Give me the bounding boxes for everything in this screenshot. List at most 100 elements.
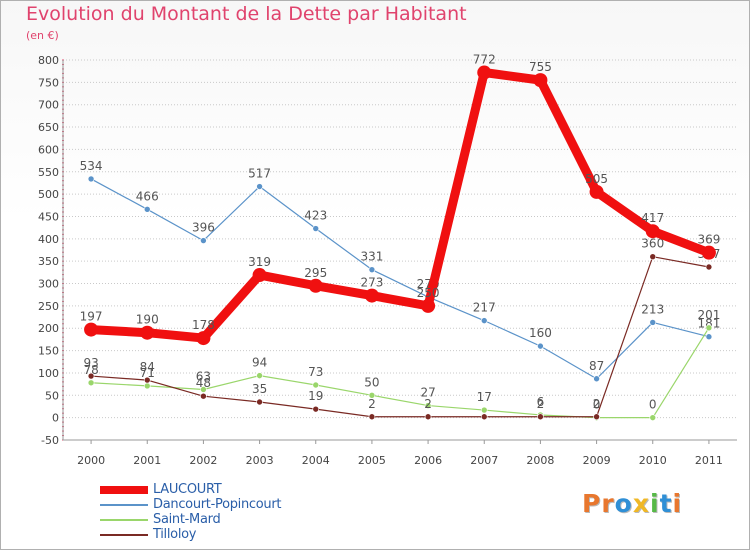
data-point	[645, 224, 660, 239]
y-tick-label: 800	[38, 54, 59, 67]
y-tick-label: 600	[38, 143, 59, 156]
y-tick-label: 350	[38, 255, 59, 268]
y-tick-label: 700	[38, 99, 59, 112]
proxiti-logo[interactable]: Proxiti	[582, 489, 682, 518]
y-tick-label: 500	[38, 188, 59, 201]
logo-letter: i	[650, 489, 660, 518]
data-point	[477, 65, 492, 80]
y-tick-label: 0	[52, 412, 59, 425]
data-point	[705, 263, 713, 271]
data-point	[256, 183, 263, 190]
x-tick-label: 2011	[695, 454, 723, 467]
data-point	[200, 392, 207, 400]
data-point	[87, 175, 95, 183]
data-label: 17	[477, 390, 492, 404]
data-point	[256, 372, 263, 379]
data-label: 181	[697, 317, 720, 331]
data-label: 466	[136, 189, 159, 203]
y-tick-label: 100	[38, 367, 59, 380]
data-label: 71	[140, 366, 155, 380]
y-tick-label: 300	[38, 278, 59, 291]
data-point	[537, 342, 544, 350]
data-label: 396	[192, 221, 215, 235]
logo-letter: i	[672, 489, 683, 518]
data-label: 772	[473, 53, 496, 67]
data-point	[705, 333, 713, 341]
data-point	[312, 381, 320, 389]
data-label: 48	[196, 376, 211, 390]
data-label: 0	[649, 398, 657, 412]
data-point	[649, 253, 657, 261]
y-tick-label: 50	[45, 389, 59, 402]
data-label: 178	[192, 318, 215, 332]
data-label: 94	[252, 356, 267, 370]
y-tick-label: 200	[38, 322, 59, 335]
data-point	[593, 375, 600, 383]
series-laucourt: 197 190 178 319 295 273 250 772 755 505 417 369	[80, 53, 720, 346]
data-point	[140, 325, 155, 340]
data-point	[256, 398, 263, 406]
x-tick-label: 2006	[414, 454, 442, 467]
x-tick-label: 2003	[246, 454, 274, 467]
data-label: 2	[537, 397, 545, 411]
data-point	[424, 402, 432, 409]
data-label: 369	[697, 233, 720, 247]
unit-label: (en €)	[26, 29, 59, 42]
data-point	[87, 372, 95, 380]
data-label: 50	[364, 375, 379, 389]
data-point	[200, 237, 207, 244]
data-label: 35	[252, 382, 267, 396]
data-point	[252, 268, 267, 283]
data-label: 19	[308, 389, 323, 403]
y-tick-label: 400	[38, 233, 59, 246]
logo-letter: P	[582, 489, 602, 518]
data-label: 755	[529, 60, 552, 74]
data-point	[593, 413, 600, 421]
data-label: 505	[585, 172, 608, 186]
data-label: 360	[641, 237, 664, 251]
x-tick-label: 2004	[302, 454, 330, 467]
data-label: 27	[420, 386, 435, 400]
legend-label-tilloloy: Tilloloy	[153, 527, 197, 542]
data-point	[480, 413, 488, 421]
x-tick-label: 2007	[470, 454, 498, 467]
data-label: 331	[360, 250, 383, 264]
logo-letter: t	[659, 489, 673, 518]
data-label: 217	[473, 301, 496, 315]
series-line	[86, 68, 714, 343]
data-label: 63	[196, 369, 211, 383]
data-point	[368, 413, 376, 421]
x-tick-label: 2009	[583, 454, 611, 467]
data-label: 534	[80, 159, 103, 173]
data-label: 73	[308, 365, 323, 379]
y-tick-label: 450	[38, 210, 59, 223]
y-tick-label: 650	[38, 121, 59, 134]
data-point	[589, 184, 604, 199]
data-point	[368, 266, 376, 273]
data-point	[364, 288, 379, 303]
data-label: 319	[248, 255, 271, 269]
legend-swatch-laucourt	[100, 486, 148, 494]
data-label: 78	[83, 363, 98, 377]
data-label: 87	[589, 359, 604, 373]
x-tick-label: 2005	[358, 454, 386, 467]
y-tick-label: 750	[38, 76, 59, 89]
data-point	[424, 413, 432, 421]
legend-swatch-dancourt	[100, 504, 148, 506]
data-point	[200, 386, 207, 393]
data-label: 160	[529, 326, 552, 340]
data-point	[480, 317, 488, 324]
x-tick-label: 2000	[77, 454, 105, 467]
data-point	[705, 324, 713, 332]
data-label: 201	[697, 308, 720, 322]
x-tick-label: 2008	[526, 454, 554, 467]
data-point	[533, 73, 548, 88]
data-point	[537, 413, 544, 421]
data-label: 93	[83, 356, 98, 370]
data-point	[87, 379, 95, 387]
data-point	[308, 278, 323, 293]
x-tick-label: 2001	[133, 454, 161, 467]
data-point	[701, 245, 716, 260]
